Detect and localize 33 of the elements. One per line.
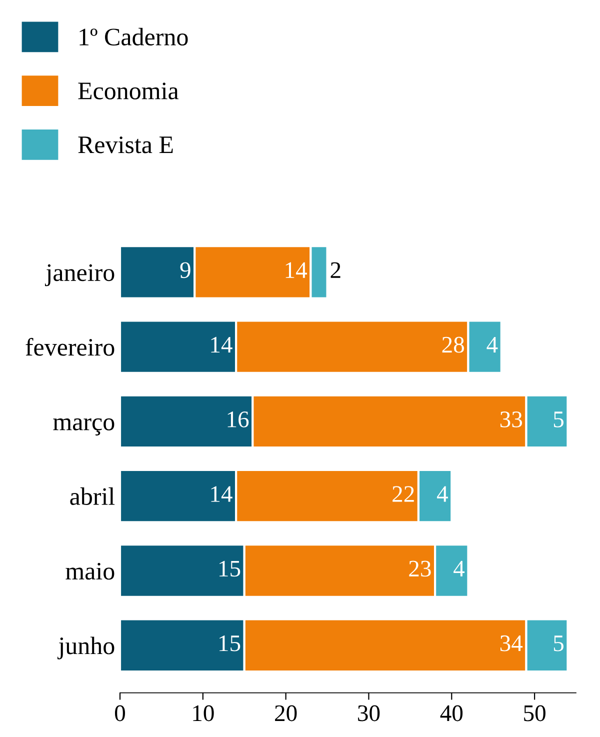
legend-label: 1º Caderno [80,28,188,46]
data-label: 4 [486,336,498,352]
data-label: 14 [286,262,308,278]
y-tick-label: junho [57,636,114,660]
data-label: 14 [211,336,232,352]
x-tick-label: 10 [193,705,214,722]
data-label: 22 [392,486,414,502]
x-tick-label: 30 [358,705,380,722]
legend-label: Economia [78,82,179,100]
y-tick-label: janeiro [45,264,114,286]
legend-label: Revista E [78,136,173,154]
x-tick-label: 20 [275,705,297,722]
y-tick-label: fevereiro [26,338,114,356]
data-label: 34 [500,635,523,652]
data-label: 5 [554,636,564,652]
data-label: 9 [180,262,190,278]
data-label: 33 [500,412,522,428]
data-label: 28 [442,336,464,353]
data-label: 15 [220,560,240,577]
x-tick-label: 0 [114,705,126,722]
data-label: 15 [220,635,240,652]
x-tick-label: 50 [524,705,546,722]
data-label: 4 [436,486,448,502]
data-label: 5 [554,412,564,428]
data-label: 14 [211,486,232,502]
y-tick-label: março [53,418,114,436]
y-tick-label: abril [70,487,115,506]
x-tick-label: 40 [440,705,463,722]
data-label: 16 [228,412,249,428]
y-tick-label: maio [66,562,114,580]
data-label: 23 [409,560,431,577]
data-label: 2 [330,262,340,278]
data-label: 4 [454,560,465,576]
